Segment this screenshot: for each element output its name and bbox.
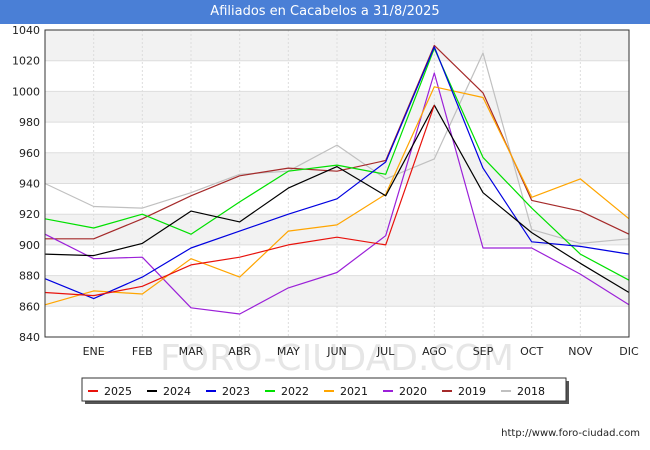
- legend-label-2019: 2019: [458, 385, 486, 398]
- y-tick-label: 900: [19, 239, 40, 252]
- series-line-2022: [44, 47, 630, 281]
- legend-label-2022: 2022: [281, 385, 309, 398]
- x-tick-label: AGO: [422, 345, 447, 358]
- plot-frame: [44, 29, 630, 338]
- series-line-2021: [44, 86, 630, 306]
- legend-label-2023: 2023: [222, 385, 250, 398]
- x-tick-label: JUL: [376, 345, 395, 358]
- legend-label-2024: 2024: [163, 385, 191, 398]
- x-tick-label: SEP: [473, 345, 494, 358]
- x-tick-label: FEB: [132, 345, 153, 358]
- chart-title: Afiliados en Cacabelos a 31/8/2025: [0, 0, 650, 24]
- y-tick-label: 940: [19, 178, 40, 191]
- legend: 2025 2024 2023 2022 2021 2020 2019 2018: [81, 377, 569, 404]
- x-tick-label: JUN: [326, 345, 347, 358]
- x-tick-label: NOV: [568, 345, 593, 358]
- legend-label-2025: 2025: [104, 385, 132, 398]
- y-tick-label: 1020: [12, 55, 40, 68]
- x-tick-label: ABR: [228, 345, 251, 358]
- x-tick-label: OCT: [520, 345, 543, 358]
- legend-label-2018: 2018: [517, 385, 545, 398]
- y-tick-label: 880: [19, 270, 40, 283]
- watermark: FORO-CIUDAD.COM: [160, 338, 514, 379]
- y-tick-label: 960: [19, 147, 40, 160]
- legend-label-2020: 2020: [399, 385, 427, 398]
- x-tick-label: MAY: [277, 345, 300, 358]
- series-line-2018: [44, 52, 630, 244]
- y-tick-label: 980: [19, 116, 40, 129]
- y-tick-label: 860: [19, 300, 40, 313]
- y-tick-label: 1040: [12, 24, 40, 37]
- y-tick-label: 840: [19, 331, 40, 344]
- legend-label-2021: 2021: [340, 385, 368, 398]
- y-tick-label: 920: [19, 208, 40, 221]
- series-line-2020: [44, 72, 630, 315]
- series-line-2025: [44, 105, 435, 297]
- series-line-2023: [44, 46, 630, 300]
- series-line-2024: [44, 104, 630, 294]
- x-tick-label: MAR: [179, 345, 204, 358]
- source-url[interactable]: http://www.foro-ciudad.com: [501, 428, 640, 439]
- x-tick-label: ENE: [83, 345, 105, 358]
- x-tick-label: DIC: [619, 345, 639, 358]
- y-tick-label: 1000: [12, 85, 40, 98]
- series-line-2019: [45, 44, 630, 240]
